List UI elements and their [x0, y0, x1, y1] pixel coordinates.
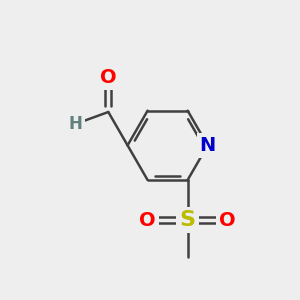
- Text: S: S: [180, 210, 196, 230]
- Text: H: H: [69, 115, 83, 133]
- Text: O: O: [139, 211, 156, 230]
- Text: O: O: [219, 211, 236, 230]
- Text: O: O: [100, 68, 117, 87]
- Text: N: N: [200, 136, 216, 155]
